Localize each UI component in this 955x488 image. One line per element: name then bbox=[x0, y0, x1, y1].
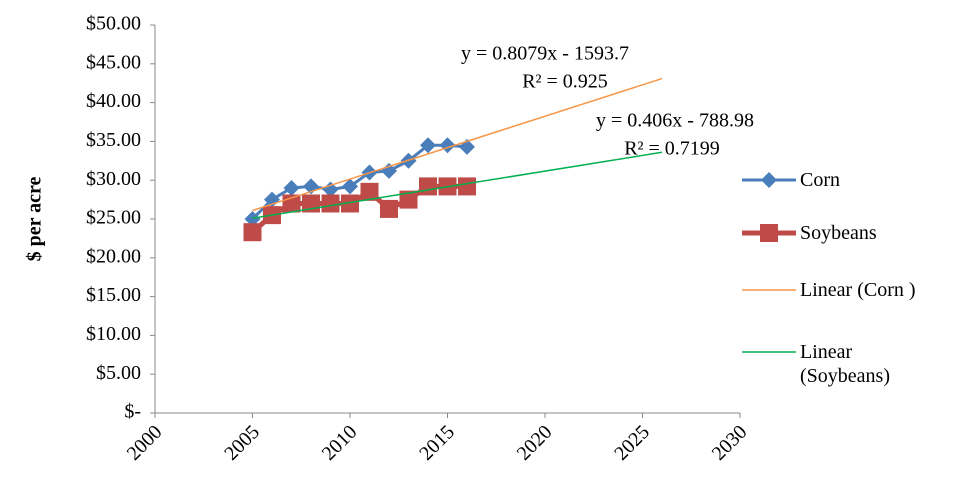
y-axis-label: $ per acre bbox=[24, 176, 46, 261]
legend-label: Soybeans bbox=[800, 222, 877, 244]
marker bbox=[399, 190, 418, 209]
legend-label: Corn bbox=[800, 169, 840, 191]
y-tick-label: $- bbox=[124, 401, 141, 423]
y-tick-label: $45.00 bbox=[86, 51, 141, 73]
marker bbox=[419, 177, 437, 196]
x-tick-label: 2000 bbox=[123, 421, 167, 465]
y-tick-label: $25.00 bbox=[86, 207, 141, 229]
x-tick-label: 2005 bbox=[220, 421, 264, 465]
marker bbox=[360, 182, 379, 201]
marker bbox=[321, 194, 340, 213]
x-tick-label: 2015 bbox=[415, 421, 459, 465]
marker bbox=[420, 137, 436, 154]
y-tick-label: $20.00 bbox=[86, 245, 141, 267]
x-tick-label: 2020 bbox=[513, 421, 557, 465]
series-line bbox=[252, 151, 663, 219]
legend-marker bbox=[761, 172, 777, 188]
marker bbox=[380, 199, 398, 218]
trendline-equation: y = 0.8079x - 1593.7 bbox=[461, 43, 629, 65]
legend-marker bbox=[760, 224, 778, 242]
trendline-equation: y = 0.406x - 788.98 bbox=[596, 110, 754, 132]
marker bbox=[322, 181, 339, 198]
marker bbox=[341, 194, 359, 213]
trendline-equation: R² = 0.7199 bbox=[624, 138, 720, 160]
marker bbox=[244, 211, 261, 227]
y-tick-label: $50.00 bbox=[86, 13, 141, 35]
y-tick-label: $10.00 bbox=[86, 323, 141, 345]
marker bbox=[342, 178, 358, 195]
x-tick-label: 2010 bbox=[318, 421, 362, 465]
marker bbox=[381, 162, 397, 179]
marker bbox=[283, 179, 300, 196]
y-tick-label: $5.00 bbox=[96, 362, 141, 384]
x-tick-label: 2030 bbox=[708, 421, 752, 465]
y-tick-label: $40.00 bbox=[86, 90, 141, 112]
x-tick-label: 2025 bbox=[610, 421, 654, 465]
series-line bbox=[252, 77, 663, 212]
y-tick-label: $15.00 bbox=[86, 284, 141, 306]
y-tick-label: $30.00 bbox=[86, 168, 141, 190]
marker bbox=[458, 177, 476, 196]
marker bbox=[243, 223, 262, 242]
legend-label: Linear (Soybeans) bbox=[800, 341, 890, 387]
legend-label: Linear (Corn ) bbox=[800, 279, 916, 301]
trendline-equation: R² = 0.925 bbox=[522, 71, 608, 93]
y-tick-label: $35.00 bbox=[86, 129, 141, 151]
